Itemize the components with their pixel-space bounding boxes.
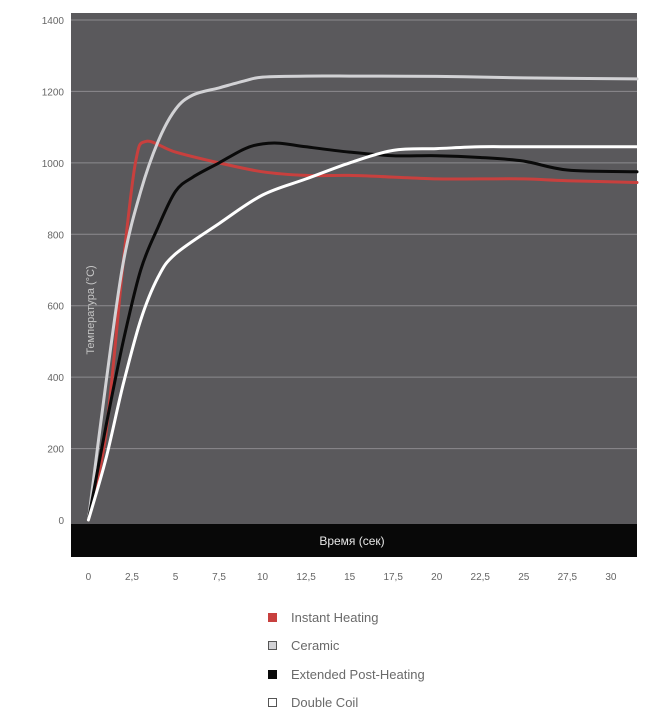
plot-area [71, 13, 637, 524]
x-tick-label: 2,5 [125, 572, 139, 583]
legend-item: Ceramic [268, 632, 425, 661]
legend-swatch [268, 613, 277, 622]
x-tick-label: 20 [431, 572, 443, 583]
x-tick-label: 12,5 [296, 572, 316, 583]
legend-item: Extended Post-Heating [268, 660, 425, 689]
legend-item: Instant Heating [268, 603, 425, 632]
x-tick-label: 7,5 [212, 572, 226, 583]
x-tick-label: 22,5 [471, 572, 491, 583]
legend-swatch [268, 670, 277, 679]
y-tick-label: 600 [47, 302, 64, 313]
y-tick-label: 1200 [42, 87, 65, 98]
x-tick-label: 5 [173, 572, 179, 583]
legend-label: Ceramic [291, 638, 339, 653]
y-tick-label: 0 [58, 516, 64, 527]
x-tick-label: 17,5 [383, 572, 403, 583]
y-tick-label: 400 [47, 373, 64, 384]
y-tick-label: 1400 [42, 16, 65, 27]
x-axis-label: Время (сек) [319, 534, 384, 548]
x-tick-label: 25 [518, 572, 530, 583]
x-tick-label: 27,5 [558, 572, 578, 583]
y-tick-label: 1000 [42, 159, 65, 170]
x-tick-labels: 0 2,5 5 7,5 10 12,5 15 17,5 20 22,5 25 27,5 30 [86, 572, 617, 583]
x-tick-label: 30 [605, 572, 617, 583]
x-tick-label: 15 [344, 572, 356, 583]
y-tick-label: 200 [47, 445, 64, 456]
x-tick-label: 10 [257, 572, 269, 583]
legend-label: Extended Post-Heating [291, 667, 425, 682]
legend-swatch [268, 641, 277, 650]
y-tick-label: 800 [47, 230, 64, 241]
legend: Instant Heating Ceramic Extended Post-Heat… [268, 603, 425, 717]
legend-label: Instant Heating [291, 610, 378, 625]
y-axis-label: Температура (°C) [85, 265, 97, 354]
y-tick-labels: 0 200 400 600 800 1000 1200 1400 [42, 16, 65, 527]
x-tick-label: 0 [86, 572, 92, 583]
